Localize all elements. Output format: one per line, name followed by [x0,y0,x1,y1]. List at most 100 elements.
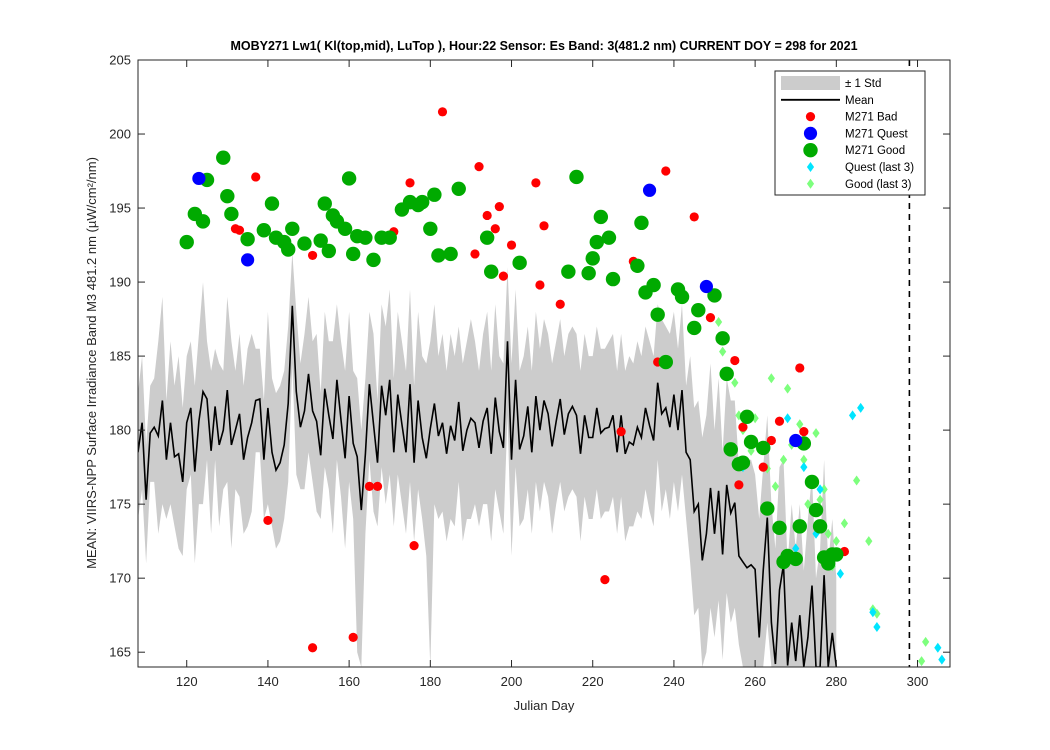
good-point [479,230,495,245]
good-point [715,331,730,346]
good-point [337,221,353,236]
x-tick-label: 240 [663,674,685,689]
legend-entry: M271 Good [803,143,905,158]
quest-point [192,171,206,186]
bad-point [734,480,744,490]
mean-line [138,305,838,667]
bad-point [738,422,748,432]
bad-point [661,166,671,176]
good-point [240,231,255,247]
good-point [743,434,759,450]
good-last3-point [731,377,739,388]
x-tick-label: 180 [419,674,441,689]
good-point [605,271,621,287]
y-tick-label: 170 [109,571,131,586]
x-tick-label: 300 [907,674,929,689]
good-point [382,230,397,245]
legend-entry: M271 Bad [805,112,897,124]
bad-point [730,355,740,366]
bad-point [372,481,383,491]
good-point [772,520,787,536]
good-last3-point [812,428,820,439]
quest-last3-point [934,642,942,653]
bad-point [494,201,504,212]
quest-point [789,433,803,448]
series-bad [230,107,850,653]
bad-point [539,221,549,231]
axis-ticks: 120 140 160 180 200 220 240 260 280 300 165 170 175 1… [109,53,950,689]
good-point [256,223,272,238]
quest-last3-point [857,402,865,413]
good-point [804,474,820,490]
good-point [634,215,649,231]
good-point [415,194,430,210]
legend-entry: Good (last 3) [806,178,912,191]
good-point [423,221,438,236]
legend-label: M271 Quest [845,128,908,140]
quest-point [642,183,657,197]
good-point [650,307,665,322]
good-last3-point [816,494,824,505]
bad-point [474,161,484,172]
x-tick-label: 160 [338,674,360,689]
good-point [723,442,738,457]
legend-box [774,70,926,196]
series-good [179,150,844,571]
y-tick-label: 185 [109,349,131,364]
x-tick-label: 220 [582,674,604,689]
legend-swatch [803,143,818,158]
legend-entry: Mean [781,95,874,107]
good-point [593,209,609,225]
good-point [297,236,312,251]
good-last3-point [820,484,828,495]
good-point [601,230,617,245]
bad-point [348,632,358,642]
quest-last3-point [792,543,800,554]
legend-label: Good (last 3) [845,179,912,191]
quest-last3-point [869,607,877,618]
quest-last3-point [836,568,844,579]
good-point [658,354,673,370]
good-point [285,221,300,236]
good-point [646,277,661,293]
legend-label: M271 Good [845,145,905,157]
good-last3-point [922,636,930,647]
bad-point [600,575,610,585]
good-point [443,246,458,262]
y-tick-label: 205 [109,53,131,68]
good-point [561,264,576,279]
bad-point [555,299,565,309]
good-point [808,502,824,518]
plot-content [138,60,946,667]
bad-point [490,224,500,234]
bad-point [758,462,768,472]
good-point [760,501,775,516]
quest-last3-point [873,622,881,633]
good-point [589,234,604,250]
x-tick-label: 140 [257,674,279,689]
y-tick-label: 200 [109,127,131,142]
bad-point [506,240,517,250]
good-last3-point [853,475,861,486]
bad-point [774,416,785,426]
x-tick-label: 280 [825,674,847,689]
bad-point [482,210,492,221]
good-last3-point [917,656,926,667]
bad-point [251,172,261,182]
bad-point [535,280,545,290]
x-axis-label: Julian Day [514,698,575,713]
good-point [829,547,844,562]
bad-point [766,435,776,446]
y-tick-label: 165 [109,645,131,660]
good-point [719,366,734,382]
good-point [756,440,771,456]
good-last3-point [865,536,873,547]
plot-frame [137,59,951,668]
good-point [691,303,706,318]
legend-entry: Quest (last 3) [806,162,914,174]
y-tick-label: 180 [109,423,131,438]
good-last3-point [800,454,808,465]
quest-last3-point [938,654,946,665]
chart-title: MOBY271 Lw1( Kl(top,mid), LuTop ), Hour:… [230,39,857,53]
bad-point [437,107,448,117]
